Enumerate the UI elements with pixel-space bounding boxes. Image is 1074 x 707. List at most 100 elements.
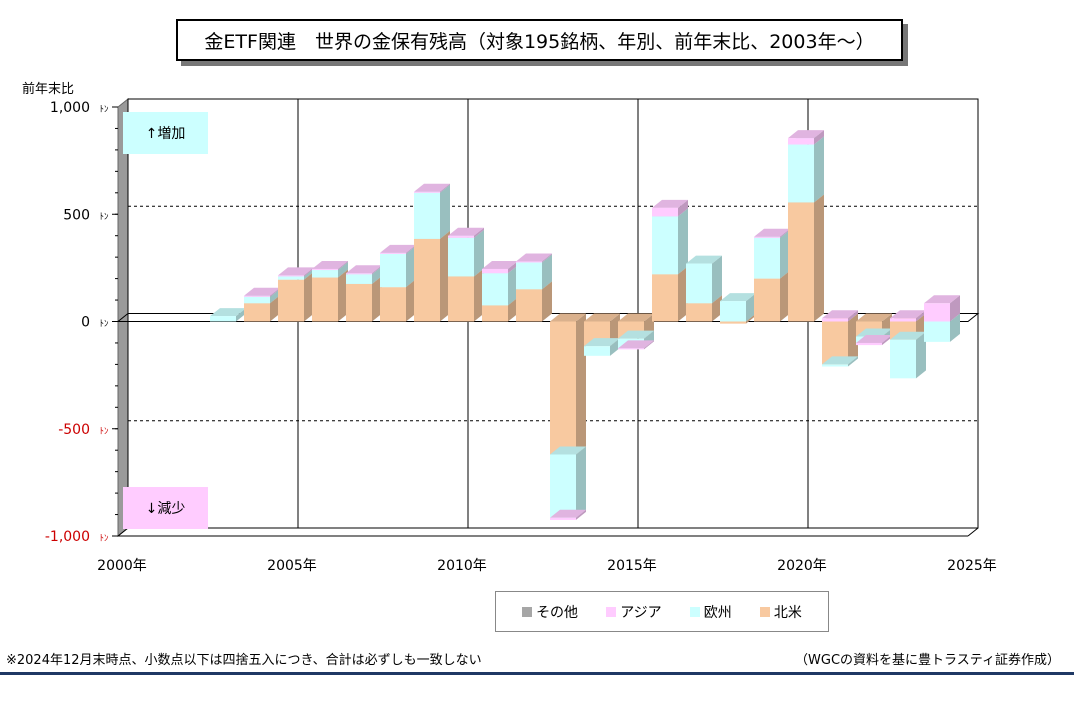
bar-front [754,278,780,322]
floor-edge-right [967,527,979,537]
legend-swatch-asia [606,606,617,617]
bar-front [380,253,406,288]
bar-front [312,277,338,322]
bar-front [210,316,236,322]
bar-side [746,293,756,322]
bar-top [346,265,382,274]
bar-2023-アジア [890,310,926,322]
bar-side [576,509,586,520]
bar-top [822,310,858,319]
bar-2015-アジア [618,340,654,350]
y-tick-unit: ﾄﾝ [99,212,109,222]
bar-side [644,340,654,350]
bar-top [618,313,654,322]
bar-front [618,348,644,350]
bar-top [380,244,416,253]
bar-front [278,279,304,322]
bar-2016-北米 [652,266,688,322]
bar-2017-欧州 [686,255,722,304]
bar-front [380,252,406,254]
legend-label-asia: アジア [620,604,662,621]
bar-front [720,321,746,324]
bar-side [950,295,960,322]
bar-front [822,318,848,322]
x-tick-label: 2025年 [947,558,997,574]
bar-front [448,235,474,238]
bar-front [414,191,440,193]
bar-front [380,287,406,322]
bar-top [516,253,552,262]
bar-front [890,339,916,379]
bar-2009-北米 [414,230,450,322]
bar-top [618,330,654,339]
bar-2005-アジア [278,267,314,277]
legend-item-other: その他 [522,602,578,622]
bar-top [618,340,654,349]
bar-2010-アジア [448,227,484,238]
bar-side [678,266,688,322]
bar-top [720,293,756,302]
bar-front [516,289,542,322]
bar-front [686,303,712,322]
x-tick-label: 2005年 [267,558,317,574]
bar-side [814,136,824,203]
y-tick-label: -1,000 [45,529,90,545]
bar-side [338,260,348,271]
bar-front [652,274,678,322]
footnote: ※2024年12月末時点、小数点以下は四捨五入につき、合計は必ずしも一致しない [6,653,482,668]
bar-front [414,238,440,322]
bar-side [780,228,790,238]
bar-side [304,268,314,280]
bar-front [448,276,474,322]
bar-side [814,194,824,322]
legend-swatch-north-america [759,606,770,617]
bar-2003-欧州 [210,308,246,322]
bar-2021-アジア [822,310,858,322]
bar-front [788,202,814,322]
bar-2014-欧州 [584,338,620,356]
bar-side [474,227,484,238]
bar-2004-アジア [244,287,280,297]
bar-2020-アジア [788,130,824,145]
zero-plane [116,313,980,322]
bar-front [482,273,508,306]
bar-side [882,334,892,346]
bar-side [542,281,552,322]
bar-side [474,229,484,277]
x-tick-label: 2020年 [777,558,827,574]
bar-top [754,228,790,237]
bar-side [304,267,314,277]
bar-front [312,270,338,278]
bar-side [712,255,722,304]
bar-side [848,356,858,367]
bar-side [678,208,688,275]
bar-side [338,269,348,322]
bar-side [746,313,756,324]
bar-front [346,283,372,322]
bar-2007-アジア [346,265,382,275]
y-tick-label: 0 [81,315,90,331]
bar-front [890,318,916,322]
increase-zone-label: ↑増加 [123,112,208,154]
bar-side [542,254,552,290]
bar-side [440,230,450,322]
x-tick-label: 2000年 [97,558,147,574]
decrease-zone-label: ↓減少 [123,487,208,529]
chart-title: 金ETF関連 世界の金保有残高（対象195銘柄、年別、前年末比、2003年～） [176,19,903,61]
bar-side [440,184,450,239]
bar-top [550,509,586,518]
bar-2016-アジア [652,199,688,217]
bar-side [474,268,484,322]
y-tick-label: -500 [58,422,90,438]
bar-side [372,265,382,275]
bar-front [924,321,950,342]
bar-2021-欧州 [822,356,858,367]
bar-2022-アジア [856,334,892,346]
bar-side [372,266,382,284]
bar-2012-アジア [516,253,552,263]
legend-swatch-europe [689,606,700,617]
legend-item-asia: アジア [606,602,662,622]
bar-front [652,216,678,275]
y-tick-label: 500 [63,207,90,223]
bar-front [550,517,576,520]
